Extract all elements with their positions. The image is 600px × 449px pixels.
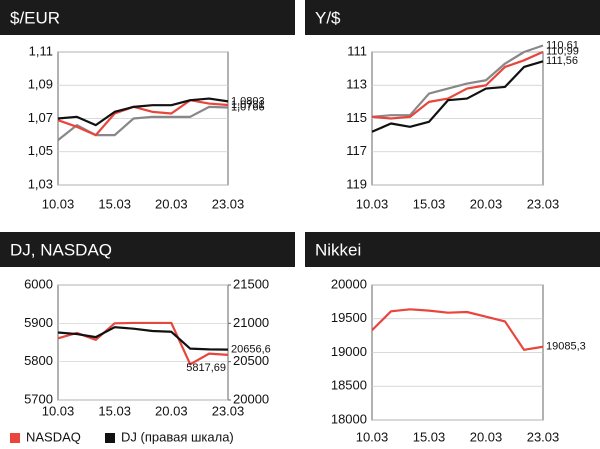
header [0, 0, 295, 35]
plot-frame [57, 284, 229, 401]
value-label: 110,61 [546, 39, 579, 51]
x-tick-label: 20.03 [155, 403, 188, 418]
header [305, 0, 600, 35]
panel-title: DJ, NASDAQ [10, 240, 112, 259]
series-line [371, 60, 544, 133]
x-tick-label: 15.03 [413, 429, 446, 444]
x-tick-label: 20.03 [470, 196, 503, 211]
y-tick-label: 5900 [24, 315, 53, 330]
x-tick-label: 20.03 [470, 429, 503, 444]
series-line [57, 99, 229, 137]
header [0, 232, 295, 267]
y-tick-label: 18500 [331, 378, 367, 393]
x-tick-label: 23.03 [527, 429, 560, 444]
y-tick-label: 19000 [331, 344, 367, 359]
value-label: 20656,6 [231, 344, 271, 356]
y-tick-label: 18000 [331, 411, 367, 426]
y-tick-label: 1,03 [28, 176, 53, 191]
panel-title: $/EUR [10, 8, 60, 27]
y-tick-label: 19500 [331, 310, 367, 325]
y-tick-label: 113 [346, 77, 367, 92]
series-line [57, 326, 229, 351]
value-label: 5817,69 [186, 362, 226, 374]
y2-tick-label: 21000 [233, 315, 269, 330]
y2-tick-label: 20000 [233, 391, 269, 406]
y-tick-label: 115 [346, 110, 367, 125]
y-tick-label: 1,07 [28, 110, 53, 125]
value-label: 1,0781 [231, 99, 265, 111]
series-line [57, 97, 229, 127]
y-tick-label: 1,11 [29, 43, 53, 58]
y-tick-label: 5700 [24, 391, 53, 406]
value-label: 110,99 [546, 46, 579, 58]
y2-tick-label: 21500 [233, 276, 269, 291]
x-tick-label: 23.03 [527, 196, 560, 211]
x-tick-label: 15.03 [413, 196, 446, 211]
x-tick-label: 15.03 [98, 196, 131, 211]
panel-title: Y/$ [315, 8, 341, 27]
value-label: 1,0766 [231, 101, 265, 113]
x-tick-label: 23.03 [212, 403, 245, 418]
value-label: 111,56 [546, 55, 578, 67]
y-tick-label: 5800 [24, 353, 53, 368]
y-tick-label: 6000 [24, 276, 53, 291]
y2-tick-label: 20500 [233, 353, 269, 368]
x-tick-label: 23.03 [212, 196, 245, 211]
y-tick-label: 1,05 [28, 143, 53, 158]
legend-swatch [10, 433, 20, 443]
x-tick-label: 10.03 [42, 196, 75, 211]
x-tick-label: 10.03 [42, 403, 75, 418]
x-tick-label: 10.03 [356, 196, 389, 211]
value-label: 1,0803 [231, 95, 265, 107]
x-tick-label: 15.03 [98, 403, 131, 418]
y-tick-label: 119 [346, 176, 367, 191]
x-tick-label: 20.03 [155, 196, 188, 211]
y-tick-label: 20000 [331, 276, 367, 291]
series-line [371, 308, 544, 351]
legend-swatch [105, 433, 115, 443]
header [305, 232, 600, 267]
y-tick-label: 1,09 [28, 77, 53, 92]
series-line [371, 50, 544, 120]
y-tick-label: 111 [347, 43, 367, 58]
value-label: 19085,3 [546, 341, 586, 353]
legend-label: DJ (правая шкала) [121, 429, 234, 444]
panel-title: Nikkei [315, 240, 361, 259]
y-tick-label: 117 [346, 143, 367, 158]
x-tick-label: 10.03 [356, 429, 389, 444]
series-line [371, 44, 544, 118]
legend-label: NASDAQ [26, 429, 81, 444]
